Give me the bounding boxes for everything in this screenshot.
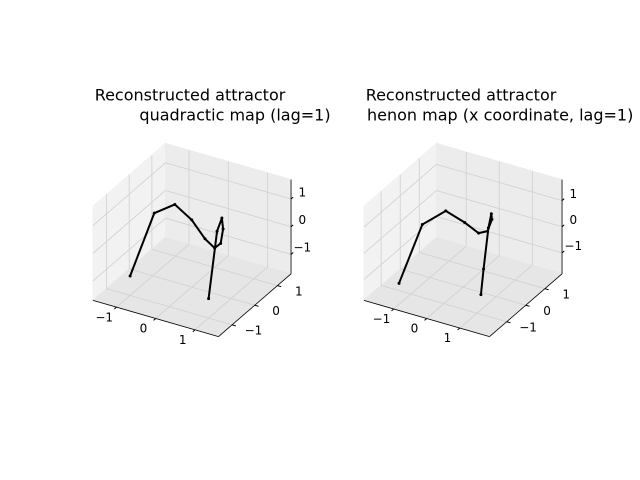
x-tick-label: −1 [95,310,113,324]
y-axis-line [218,273,292,337]
grid-line [381,285,507,323]
attractor-point [486,229,490,233]
z-tick-label: −1 [564,239,582,253]
x-tick-label: 1 [179,333,187,347]
x-tick-label: 1 [444,331,452,345]
attractor-point [420,223,424,227]
attractor-point [397,281,401,285]
grid-line [363,164,437,228]
grid-line [165,217,292,255]
attractor-point [203,237,207,241]
attractor-point [207,297,211,301]
x-tick-label: 0 [140,322,148,336]
attractor-point [463,221,467,225]
attractor-point [490,217,494,221]
z-tick-label: 1 [569,187,577,201]
grid-line [400,268,526,306]
attractor-point [477,231,481,235]
attractor-point [486,226,490,230]
tick-mark [544,288,549,291]
tick-mark [153,318,157,321]
tick-mark [506,321,511,324]
attractor-point [219,241,223,245]
z-tick-label: −1 [293,241,311,255]
attractor-point [221,227,225,231]
attractor-point [213,246,217,250]
tick-mark [424,318,428,321]
chart-subtitle: quadractic map (lag=1) [139,106,330,125]
attractor-point [444,209,448,213]
tick-mark [277,285,282,288]
z-tick-label: 1 [298,185,306,199]
grid-line [92,217,166,282]
attractor-point [479,293,483,297]
x-axis-line [363,299,490,337]
attractor-point [173,202,177,206]
tick-mark [231,324,237,327]
x-tick-label: 0 [411,322,419,336]
y-tick-label: 0 [543,304,551,318]
grid-line [151,248,278,286]
y-tick-label: −1 [519,320,537,334]
tick-mark [457,327,461,331]
grid-line [129,268,255,306]
grid-line [165,190,292,228]
tick-mark [391,308,395,312]
y-axis-line [489,273,563,337]
chart-title: Reconstructed attractor [366,86,557,105]
tick-mark [192,329,196,333]
grid-line [436,163,563,201]
grid-line [92,190,166,254]
y-tick-label: 1 [295,284,303,298]
y-tick-label: −1 [245,323,263,337]
grid-line [436,216,563,254]
attractor-point [489,212,493,216]
y-tick-label: 1 [562,287,570,301]
tick-mark [254,304,259,307]
grid-line [92,162,166,226]
tick-mark [525,304,530,307]
attractor-point [482,267,486,271]
z-tick-label: 0 [298,213,306,227]
grid-line [165,162,292,200]
x-axis-line [92,299,219,337]
attractor-point [215,229,219,233]
grid-line [419,252,545,290]
grid-line [363,216,437,280]
attractor-point [152,211,156,215]
grid-line [436,190,563,228]
chart-title: Reconstructed attractor [95,86,286,105]
grid-line [106,288,233,326]
x-tick-label: −1 [373,312,391,326]
y-tick-label: 0 [272,304,280,318]
tick-mark [114,306,117,310]
attractor-point [220,216,224,220]
grid-line [363,190,437,254]
attractor-point [128,274,132,278]
attractor-point [190,218,194,222]
chart-subtitle: henon map (x coordinate, lag=1) [367,106,633,125]
z-tick-label: 0 [569,213,577,227]
